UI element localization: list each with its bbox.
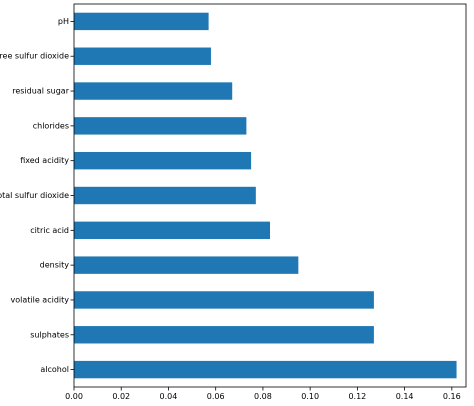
x-tick-label: 0.06 — [207, 392, 225, 401]
x-axis: 0.00 0.02 0.04 0.06 0.08 0.10 0.12 0.14 0.16 — [65, 387, 461, 401]
y-axis: alcohol sulphates volatile acidity density c… — [0, 17, 74, 374]
bar-ph — [74, 12, 209, 31]
bar-fixed-acidity — [74, 151, 252, 170]
bar-volatile-acidity — [74, 291, 374, 309]
y-tick-label: sulphates — [30, 330, 69, 339]
y-tick-label: total sulfur dioxide — [0, 191, 69, 200]
x-tick-label: 0.10 — [301, 392, 319, 401]
bar-residual-sugar — [74, 82, 233, 100]
bar-citric-acid — [74, 221, 270, 240]
x-tick-label: 0.04 — [160, 392, 178, 401]
x-tick-label: 0.16 — [443, 392, 461, 401]
plot-frame — [73, 3, 467, 388]
y-tick-label: fixed acidity — [20, 156, 69, 165]
bar-sulphates — [74, 326, 374, 344]
x-tick-label: 0.14 — [396, 392, 414, 401]
y-tick-label: citric acid — [30, 226, 69, 235]
bar-alcohol — [74, 360, 457, 379]
y-tick-label: alcohol — [40, 365, 69, 374]
x-tick-label: 0.12 — [348, 392, 366, 401]
x-tick-label: 0.02 — [112, 392, 130, 401]
y-tick-label: pH — [58, 17, 69, 26]
bars-layer — [74, 12, 457, 379]
y-tick-label: density — [40, 261, 70, 270]
y-tick-label: free sulfur dioxide — [0, 52, 69, 61]
y-tick-label: chlorides — [33, 121, 69, 130]
y-tick-label: volatile acidity — [11, 295, 70, 304]
bar-chlorides — [74, 117, 247, 135]
bar-total-sulfur-dioxide — [74, 186, 256, 205]
bar-free-sulfur-dioxide — [74, 47, 211, 65]
y-tick-label: residual sugar — [12, 87, 69, 96]
x-tick-label: 0.08 — [254, 392, 272, 401]
bar-density — [74, 256, 299, 274]
x-tick-label: 0.00 — [65, 392, 83, 401]
